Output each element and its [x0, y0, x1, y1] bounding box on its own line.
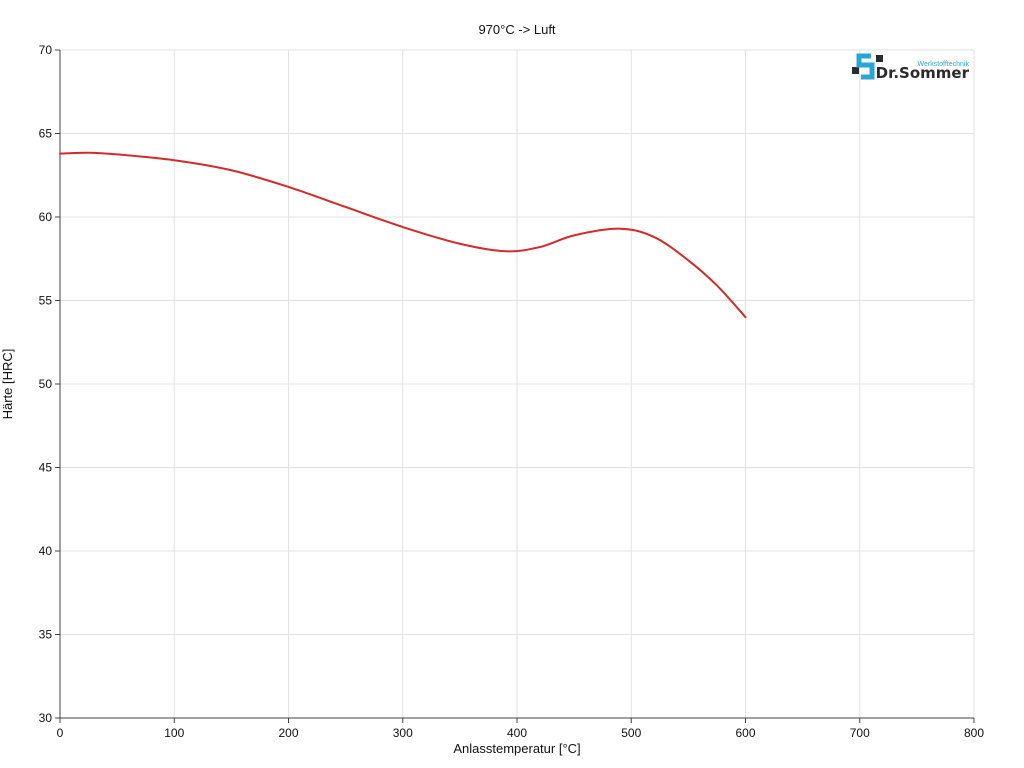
chart-title: 970°C -> Luft	[478, 22, 555, 37]
y-axis-title: Härte [HRC]	[0, 349, 15, 420]
x-tick-label: 800	[964, 726, 984, 740]
x-tick-label: 300	[393, 726, 413, 740]
logo-subtitle: Werkstofftechnik	[918, 61, 970, 68]
y-tick-label: 70	[39, 43, 53, 57]
ticks: 0 100 200 300 400 500 600 700 800 30 35 40 45 50 55 60 6…	[39, 43, 985, 740]
y-tick-label: 35	[39, 628, 53, 642]
series-layer	[59, 151, 747, 319]
y-tick-label: 40	[39, 544, 53, 558]
x-axis-title: Anlasstemperatur [°C]	[453, 741, 580, 756]
y-tick-label: 60	[39, 210, 53, 224]
y-tick-label: 65	[39, 127, 53, 141]
y-tick-label: 55	[39, 294, 53, 308]
x-tick-label: 600	[735, 726, 755, 740]
x-tick-label: 100	[164, 726, 184, 740]
y-tick-label: 30	[39, 711, 53, 725]
logo-square-dark-right	[876, 55, 883, 62]
x-tick-label: 0	[57, 726, 64, 740]
x-tick-label: 500	[621, 726, 641, 740]
series-line	[59, 151, 747, 319]
x-tick-label: 400	[507, 726, 527, 740]
y-tick-label: 45	[39, 461, 53, 475]
y-tick-label: 50	[39, 377, 53, 391]
x-tick-label: 200	[278, 726, 298, 740]
x-tick-label: 700	[850, 726, 870, 740]
brand-logo: Werkstofftechnik Dr.Sommer	[852, 53, 970, 82]
grid	[59, 49, 975, 719]
logo-name: Dr.Sommer	[876, 64, 970, 82]
logo-square-dark-left	[852, 67, 859, 74]
logo-s-mark-icon	[856, 53, 875, 80]
